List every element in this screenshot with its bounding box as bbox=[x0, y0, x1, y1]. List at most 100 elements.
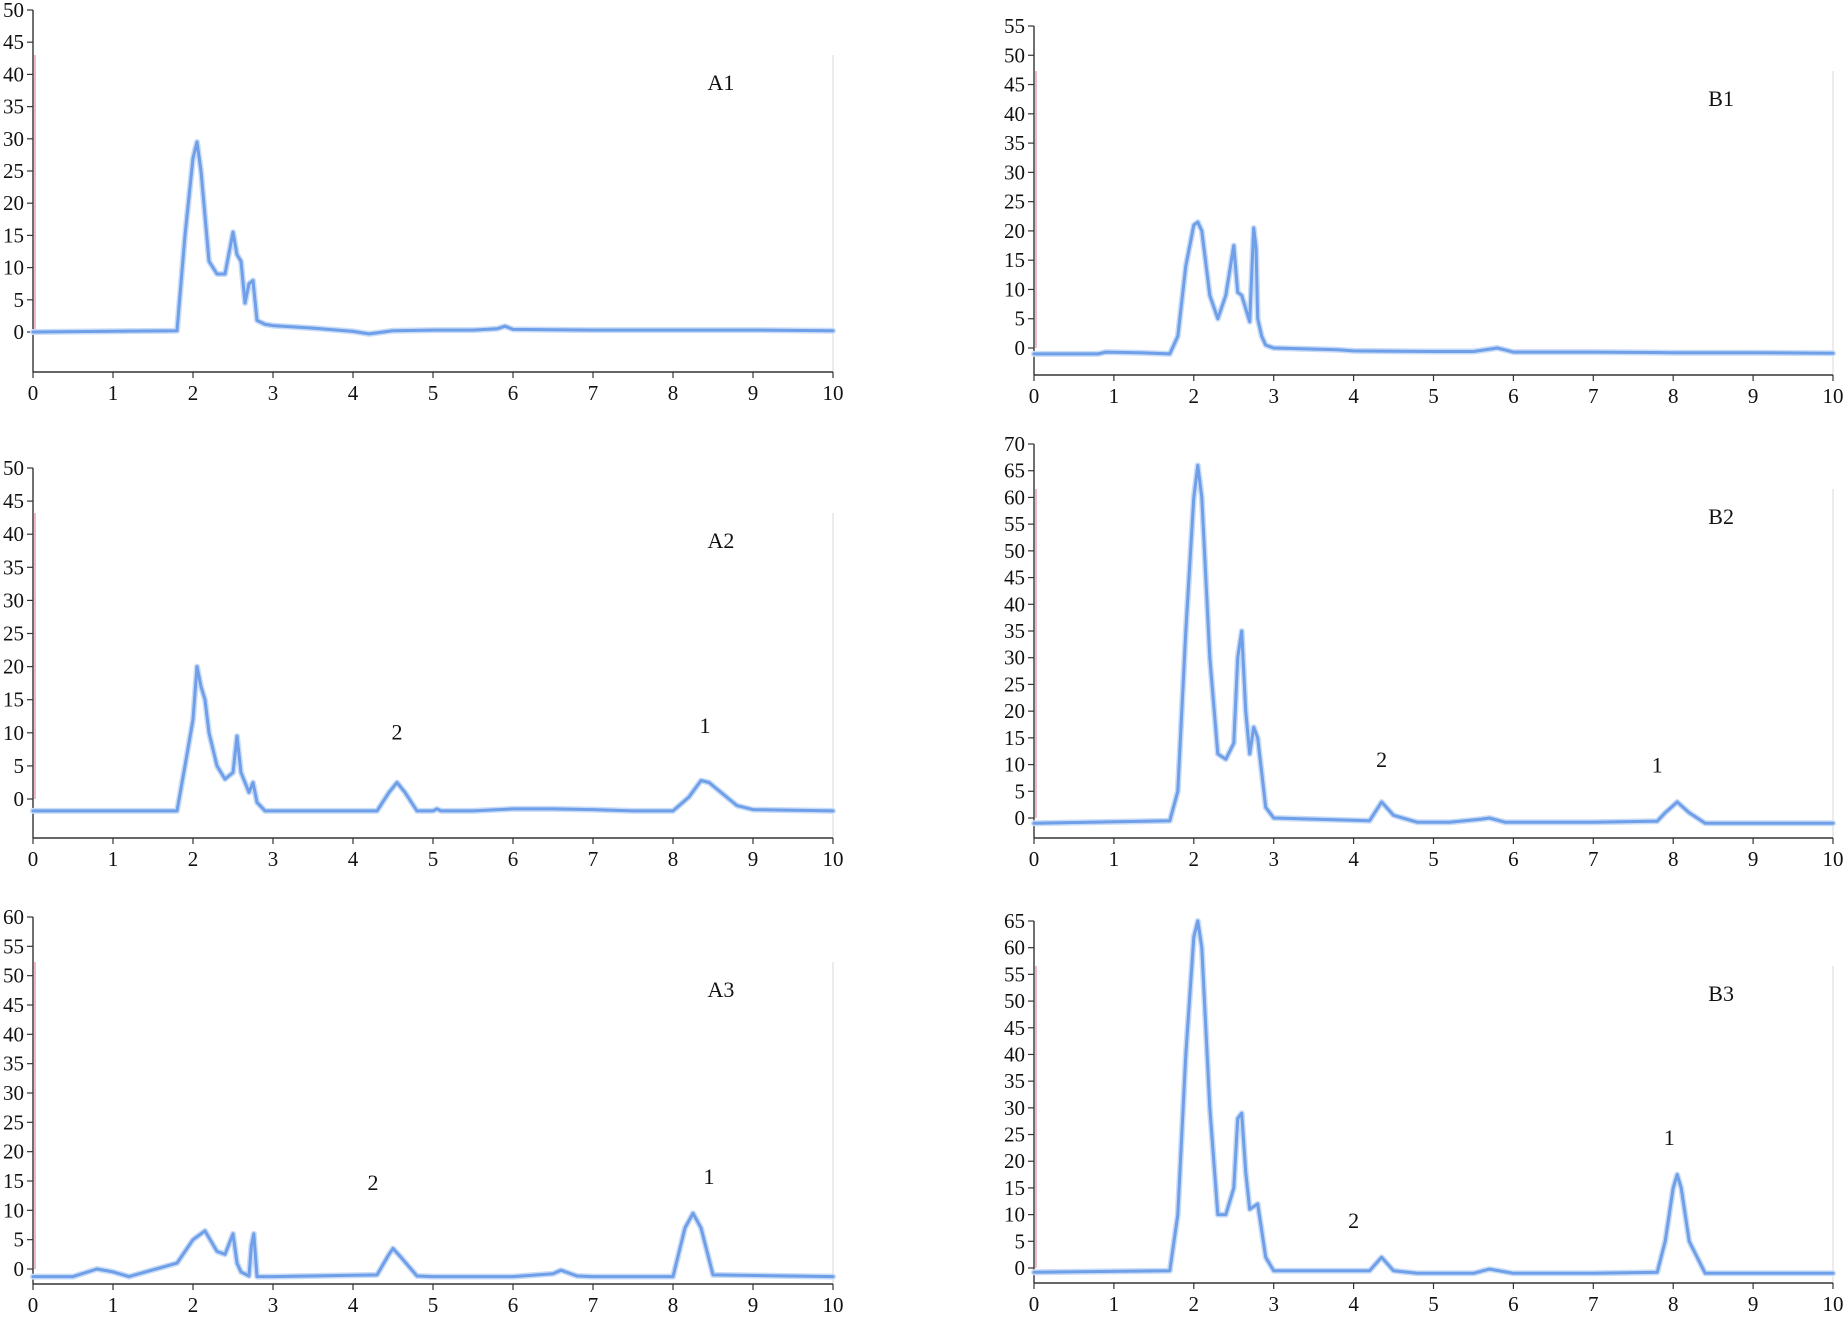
x-tick-label: 0 bbox=[1029, 847, 1040, 871]
x-tick-label: 7 bbox=[1588, 384, 1599, 408]
y-tick-label: 50 bbox=[3, 964, 24, 988]
panel-title: A2 bbox=[708, 528, 735, 553]
x-tick-label: 0 bbox=[1029, 1292, 1040, 1316]
x-tick-label: 5 bbox=[1428, 1292, 1439, 1316]
x-tick-label: 5 bbox=[1428, 384, 1439, 408]
panel-title: A1 bbox=[708, 70, 735, 95]
y-tick-label: 25 bbox=[1004, 190, 1025, 214]
x-tick-label: 6 bbox=[1508, 847, 1519, 871]
y-tick-label: 20 bbox=[1004, 219, 1025, 243]
y-tick-label: 0 bbox=[14, 787, 25, 811]
y-tick-label: 10 bbox=[3, 256, 24, 280]
series-line-halo bbox=[1031, 918, 1836, 1277]
x-tick-label: 2 bbox=[188, 381, 199, 405]
x-tick-label: 9 bbox=[748, 1293, 759, 1317]
y-tick-label: 10 bbox=[3, 721, 24, 745]
y-tick-label: 10 bbox=[3, 1198, 24, 1222]
x-tick-label: 10 bbox=[823, 381, 844, 405]
x-tick-label: 2 bbox=[188, 847, 199, 871]
x-tick-label: 1 bbox=[108, 847, 119, 871]
y-tick-label: 40 bbox=[3, 522, 24, 546]
y-tick-label: 10 bbox=[1004, 277, 1025, 301]
series-line-halo bbox=[1031, 219, 1836, 357]
y-tick-label: 0 bbox=[1015, 1256, 1026, 1280]
x-tick-label: 5 bbox=[428, 847, 439, 871]
x-tick-label: 10 bbox=[823, 847, 844, 871]
x-tick-label: 10 bbox=[823, 1293, 844, 1317]
x-tick-label: 7 bbox=[1588, 847, 1599, 871]
y-tick-label: 25 bbox=[3, 622, 24, 646]
y-tick-label: 70 bbox=[1004, 432, 1025, 456]
y-tick-label: 55 bbox=[1004, 962, 1025, 986]
series-line bbox=[31, 1211, 835, 1279]
x-tick-label: 1 bbox=[1109, 1292, 1120, 1316]
y-tick-label: 20 bbox=[3, 1140, 24, 1164]
y-tick-label: 55 bbox=[3, 934, 24, 958]
x-tick-label: 4 bbox=[348, 847, 359, 871]
peak-label: 2 bbox=[368, 1170, 379, 1195]
y-tick-label: 50 bbox=[1004, 989, 1025, 1013]
x-tick-label: 5 bbox=[428, 1293, 439, 1317]
x-tick-label: 4 bbox=[1348, 1292, 1359, 1316]
y-tick-label: 5 bbox=[14, 1228, 25, 1252]
x-tick-label: 5 bbox=[428, 381, 439, 405]
x-tick-label: 6 bbox=[508, 847, 519, 871]
x-tick-label: 7 bbox=[1588, 1292, 1599, 1316]
x-tick-label: 3 bbox=[1268, 384, 1279, 408]
y-tick-label: 5 bbox=[1015, 779, 1026, 803]
x-tick-label: 0 bbox=[28, 381, 39, 405]
x-tick-label: 10 bbox=[1823, 384, 1844, 408]
x-tick-label: 3 bbox=[1268, 1292, 1279, 1316]
y-tick-label: 30 bbox=[3, 1081, 24, 1105]
x-tick-label: 9 bbox=[1748, 384, 1759, 408]
y-tick-label: 60 bbox=[3, 905, 24, 929]
y-tick-label: 35 bbox=[3, 1052, 24, 1076]
y-tick-label: 55 bbox=[1004, 14, 1025, 38]
series-line bbox=[1032, 463, 1835, 825]
y-tick-label: 15 bbox=[1004, 248, 1025, 272]
y-tick-label: 65 bbox=[1004, 909, 1025, 933]
x-tick-label: 8 bbox=[1668, 1292, 1679, 1316]
x-tick-label: 10 bbox=[1823, 847, 1844, 871]
series-line-halo bbox=[30, 663, 836, 814]
y-tick-label: 45 bbox=[1004, 73, 1025, 97]
x-tick-label: 8 bbox=[1668, 847, 1679, 871]
y-tick-label: 60 bbox=[1004, 485, 1025, 509]
y-tick-label: 0 bbox=[1015, 336, 1026, 360]
x-tick-label: 8 bbox=[668, 381, 679, 405]
y-tick-label: 35 bbox=[1004, 1069, 1025, 1093]
x-tick-label: 1 bbox=[108, 381, 119, 405]
x-tick-label: 2 bbox=[1189, 1292, 1200, 1316]
y-tick-label: 30 bbox=[1004, 646, 1025, 670]
y-tick-label: 0 bbox=[14, 320, 25, 344]
y-tick-label: 25 bbox=[1004, 672, 1025, 696]
y-tick-label: 30 bbox=[3, 588, 24, 612]
x-tick-label: 3 bbox=[268, 847, 279, 871]
y-tick-label: 15 bbox=[1004, 726, 1025, 750]
x-tick-label: 0 bbox=[28, 1293, 39, 1317]
series-line-halo bbox=[30, 1210, 836, 1280]
y-tick-label: 25 bbox=[3, 159, 24, 183]
peak-label: 2 bbox=[392, 719, 403, 744]
y-tick-label: 50 bbox=[1004, 539, 1025, 563]
y-tick-label: 30 bbox=[1004, 160, 1025, 184]
y-tick-label: 55 bbox=[1004, 512, 1025, 536]
y-tick-label: 20 bbox=[3, 191, 24, 215]
panel-title: B1 bbox=[1708, 86, 1734, 111]
y-tick-label: 30 bbox=[1004, 1096, 1025, 1120]
y-tick-label: 35 bbox=[3, 555, 24, 579]
x-tick-label: 1 bbox=[1109, 847, 1120, 871]
y-tick-label: 40 bbox=[3, 1022, 24, 1046]
y-tick-label: 20 bbox=[3, 655, 24, 679]
y-tick-label: 40 bbox=[1004, 102, 1025, 126]
y-tick-label: 0 bbox=[1015, 806, 1026, 830]
x-tick-label: 0 bbox=[28, 847, 39, 871]
y-tick-label: 40 bbox=[1004, 1042, 1025, 1066]
panel-title: A3 bbox=[708, 977, 735, 1002]
